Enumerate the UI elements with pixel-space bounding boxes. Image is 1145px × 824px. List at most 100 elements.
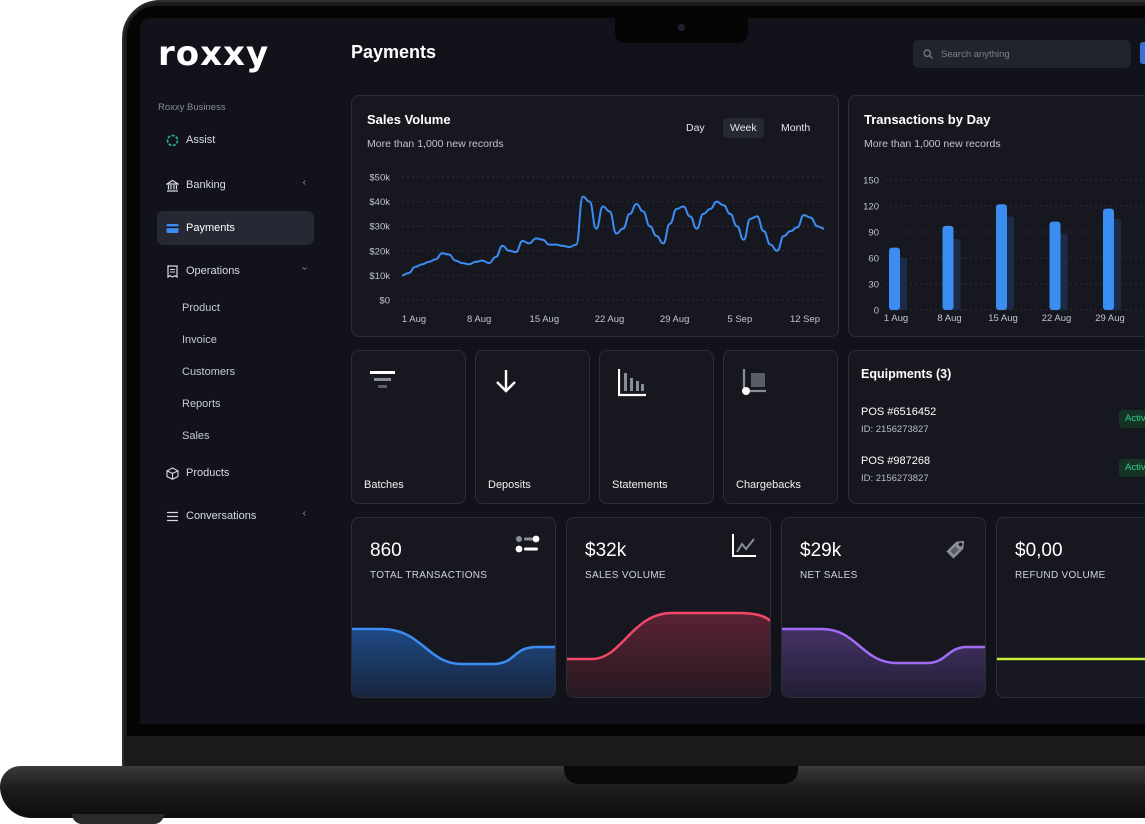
sidebar-item-operations[interactable]: Operations ‹	[157, 254, 314, 288]
box-icon	[165, 466, 179, 480]
x-tick-label: 12 Sep	[790, 314, 820, 325]
x-tick-label: 22 Aug	[595, 314, 625, 325]
pos-id: ID: 2156273827	[861, 473, 929, 484]
bar-chart-icon	[618, 369, 646, 397]
x-tick-label: 29 Aug	[1095, 313, 1125, 324]
camera-icon	[678, 24, 685, 31]
x-tick-label: 15 Aug	[530, 314, 560, 325]
sidebar-subitem-invoice[interactable]: Invoice	[182, 334, 217, 346]
x-tick-label: 5 Sep	[727, 314, 752, 325]
stat-card-total-transactions[interactable]: 860 TOTAL TRANSACTIONS	[351, 517, 556, 698]
sidebar-item-banking[interactable]: Banking ‹	[157, 168, 314, 202]
stat-card-net-sales[interactable]: $29k NET SALES	[781, 517, 986, 698]
sales-volume-chart: $50k $40k $30k $20k $10k $0 1 Aug 8 Aug 15 Aug 22…	[369, 173, 825, 325]
tile-label: Chargebacks	[736, 479, 801, 491]
tile-batches[interactable]: Batches	[351, 350, 466, 504]
card-icon	[165, 221, 179, 235]
tile-statements[interactable]: Statements	[599, 350, 714, 504]
toggle-week[interactable]: Week	[723, 118, 764, 138]
laptop-chin	[127, 736, 1145, 766]
sidebar-item-conversations[interactable]: Conversations ‹	[157, 499, 314, 533]
sidebar-item-label: Payments	[186, 222, 235, 234]
sidebar-subitem-sales[interactable]: Sales	[182, 430, 210, 442]
search-input[interactable]: Search anything	[913, 40, 1131, 68]
card-title: Sales Volume	[367, 112, 451, 127]
search-icon	[923, 49, 933, 59]
stat-value: $29k	[800, 540, 842, 561]
line-chart-icon	[732, 534, 756, 557]
sidebar-subitem-product[interactable]: Product	[182, 302, 220, 314]
sidebar-subitem-reports[interactable]: Reports	[182, 398, 221, 410]
transactions-card: Transactions by Day More than 1,000 new …	[848, 95, 1145, 337]
sales-volume-card: Sales Volume More than 1,000 new records…	[351, 95, 839, 337]
stat-card-sales-volume[interactable]: $32k SALES VOLUME	[566, 517, 771, 698]
sidebar-item-label: Products	[186, 467, 230, 479]
y-tick-label: 90	[868, 228, 879, 239]
sidebar-item-label: Conversations	[186, 510, 257, 522]
tile-chargebacks[interactable]: Chargebacks	[723, 350, 838, 504]
bar	[889, 247, 900, 310]
laptop-foot	[72, 814, 164, 824]
stat-value: $0,00	[1015, 540, 1063, 561]
x-tick-label: 8 Aug	[467, 314, 491, 325]
pos-name: POS #987268	[861, 455, 931, 467]
chevron-down-icon: ‹	[298, 266, 310, 271]
camera-notch	[615, 18, 748, 43]
dolly-icon	[742, 369, 766, 395]
x-tick-label: 1 Aug	[402, 314, 426, 325]
page-title: Payments	[351, 42, 437, 62]
pos-name: POS #6516452	[861, 406, 937, 418]
laptop-base-notch	[564, 766, 798, 784]
equipments-card: Equipments (3) POS #6516452 ID: 21562738…	[848, 350, 1145, 504]
tile-label: Deposits	[488, 479, 531, 491]
tile-deposits[interactable]: Deposits	[475, 350, 590, 504]
status-badge: Active	[1119, 459, 1145, 477]
business-label: Roxxy Business	[158, 102, 226, 113]
sidebar-item-payments[interactable]: Payments	[157, 211, 314, 245]
toggle-day[interactable]: Day	[686, 122, 705, 134]
sidebar-item-label: Assist	[186, 134, 216, 146]
y-tick-label: $30k	[369, 222, 390, 233]
stat-sparkline	[352, 627, 555, 697]
stat-label: NET SALES	[800, 570, 858, 581]
x-tick-label: 1 Aug	[884, 313, 908, 324]
stat-value: $32k	[585, 540, 627, 561]
screen: roxxy Roxxy Business Assist Banking ‹ Pa…	[140, 18, 1145, 724]
sidebar-subitem-customers[interactable]: Customers	[182, 366, 236, 378]
card-subtitle: More than 1,000 new records	[367, 138, 504, 150]
filter-icon	[370, 371, 395, 388]
tag-icon	[946, 540, 965, 559]
y-tick-label: 150	[863, 176, 879, 187]
status-badge: Active	[1119, 410, 1145, 428]
y-tick-label: 120	[863, 202, 879, 213]
sidebar-item-products[interactable]: Products	[157, 456, 314, 490]
bar	[1103, 208, 1114, 310]
bank-icon	[165, 178, 179, 192]
toggle-icon	[515, 535, 540, 553]
stat-card-refund-volume[interactable]: $0,00 REFUND VOLUME	[996, 517, 1145, 698]
card-title: Transactions by Day	[864, 112, 991, 127]
header-action-button[interactable]	[1140, 42, 1145, 64]
toggle-month[interactable]: Month	[781, 122, 811, 134]
logo: roxxy	[158, 34, 270, 74]
tile-label: Batches	[364, 479, 404, 491]
stat-value: 860	[370, 540, 402, 561]
stat-sparkline	[782, 627, 985, 697]
sidebar-item-assist[interactable]: Assist	[157, 123, 314, 157]
sidebar: roxxy Roxxy Business Assist Banking ‹ Pa…	[140, 18, 330, 724]
y-tick-label: $0	[379, 296, 390, 307]
y-tick-label: $20k	[369, 246, 390, 257]
stat-label: SALES VOLUME	[585, 570, 666, 581]
x-tick-label: 8 Aug	[937, 313, 961, 324]
card-subtitle: More than 1,000 new records	[864, 138, 1001, 150]
pos-id: ID: 2156273827	[861, 424, 929, 435]
bar	[942, 225, 954, 310]
y-tick-label: 0	[874, 306, 879, 317]
transactions-chart: 150 120 90 60 30 0 1 Aug 8 Aug 15 Aug 22 Aug 29 Au…	[863, 176, 1145, 324]
y-tick-label: 60	[868, 254, 879, 265]
y-tick-label: $40k	[369, 197, 390, 208]
sidebar-item-label: Operations	[186, 265, 240, 277]
menu-icon	[165, 509, 179, 523]
x-tick-label: 15 Aug	[988, 313, 1018, 324]
x-tick-label: 29 Aug	[660, 314, 690, 325]
